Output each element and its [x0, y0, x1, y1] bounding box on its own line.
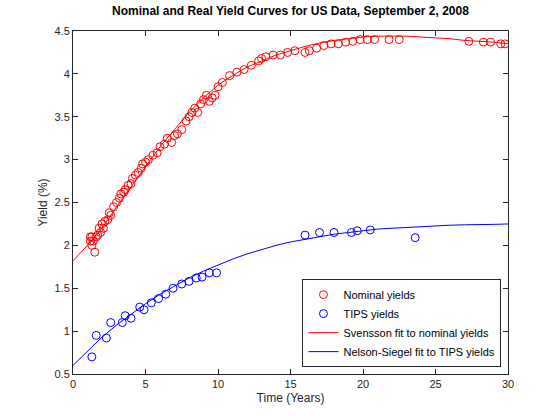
- svg-text:1.5: 1.5: [55, 282, 70, 294]
- svg-text:Nelson-Siegel fit to TIPS yiel: Nelson-Siegel fit to TIPS yields: [343, 346, 494, 358]
- svg-text:Yield (%): Yield (%): [36, 178, 50, 226]
- svg-text:3: 3: [64, 153, 70, 165]
- svg-text:0: 0: [70, 378, 76, 390]
- svg-text:10: 10: [212, 378, 224, 390]
- svg-text:5: 5: [142, 378, 148, 390]
- svg-text:30: 30: [502, 378, 514, 390]
- svg-text:2: 2: [64, 239, 70, 251]
- svg-text:4: 4: [64, 68, 70, 80]
- svg-text:TIPS yields: TIPS yields: [343, 308, 399, 320]
- svg-text:Time (Years): Time (Years): [257, 391, 325, 405]
- svg-text:Nominal yields: Nominal yields: [343, 289, 415, 301]
- svg-text:25: 25: [429, 378, 441, 390]
- svg-text:0.5: 0.5: [55, 368, 70, 380]
- svg-text:15: 15: [284, 378, 296, 390]
- svg-text:4.5: 4.5: [55, 25, 70, 37]
- svg-text:20: 20: [357, 378, 369, 390]
- svg-text:1: 1: [64, 325, 70, 337]
- svg-text:3.5: 3.5: [55, 111, 70, 123]
- svg-text:2.5: 2.5: [55, 196, 70, 208]
- svg-text:Nominal and Real Yield Curves: Nominal and Real Yield Curves for US Dat…: [112, 4, 469, 18]
- svg-text:Svensson fit to nominal yields: Svensson fit to nominal yields: [343, 327, 488, 339]
